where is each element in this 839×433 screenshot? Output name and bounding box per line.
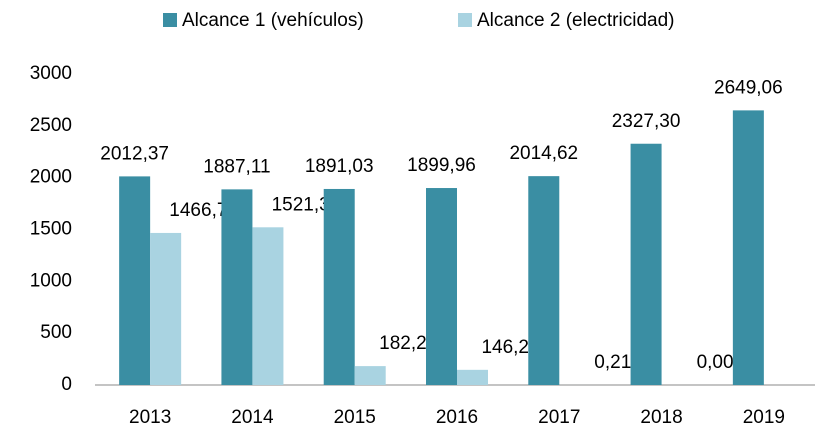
y-tick-label: 3000 [30,63,72,84]
value-label: 1891,03 [305,156,374,177]
bar [630,143,662,385]
value-label: 1466,75 [169,200,238,221]
value-label: 1899,96 [407,155,476,176]
bar [354,366,386,385]
legend-label: Alcance 1 (vehículos) [182,10,364,31]
y-tick-label: 1000 [30,270,72,291]
value-label: 2327,30 [612,111,681,132]
x-tick-label: 2013 [129,407,171,428]
value-label: 2649,06 [714,77,783,98]
bar [323,188,355,385]
x-tick-label: 2017 [538,407,580,428]
x-tick-label: 2015 [334,407,376,428]
bar [528,176,560,385]
bar [119,176,151,385]
y-tick-label: 0 [61,374,72,395]
legend-swatch [163,13,177,27]
value-label: 1887,11 [203,156,270,177]
bar [732,110,764,385]
bar [457,369,488,385]
value-label: 2014,62 [509,143,578,164]
bar [252,227,284,385]
legend-swatch [458,13,472,27]
y-tick-label: 1500 [30,219,72,240]
legend-label: Alcance 2 (electricidad) [477,10,674,31]
bar [221,189,253,385]
value-label: 146,29 [481,337,539,358]
bar [426,188,457,385]
x-tick-label: 2016 [436,407,478,428]
x-tick-label: 2014 [231,407,274,428]
value-label: 182,22 [379,333,437,354]
bar [150,232,182,385]
x-tick-label: 2019 [743,407,785,428]
y-tick-label: 500 [40,322,72,343]
y-tick-label: 2500 [30,115,72,136]
value-label: 0,00 [697,352,734,373]
x-tick-label: 2018 [640,407,682,428]
value-label: 0,21 [594,352,631,373]
value-label: 2012,37 [100,143,169,164]
y-tick-label: 2000 [30,167,72,188]
value-label: 1521,35 [272,194,341,215]
